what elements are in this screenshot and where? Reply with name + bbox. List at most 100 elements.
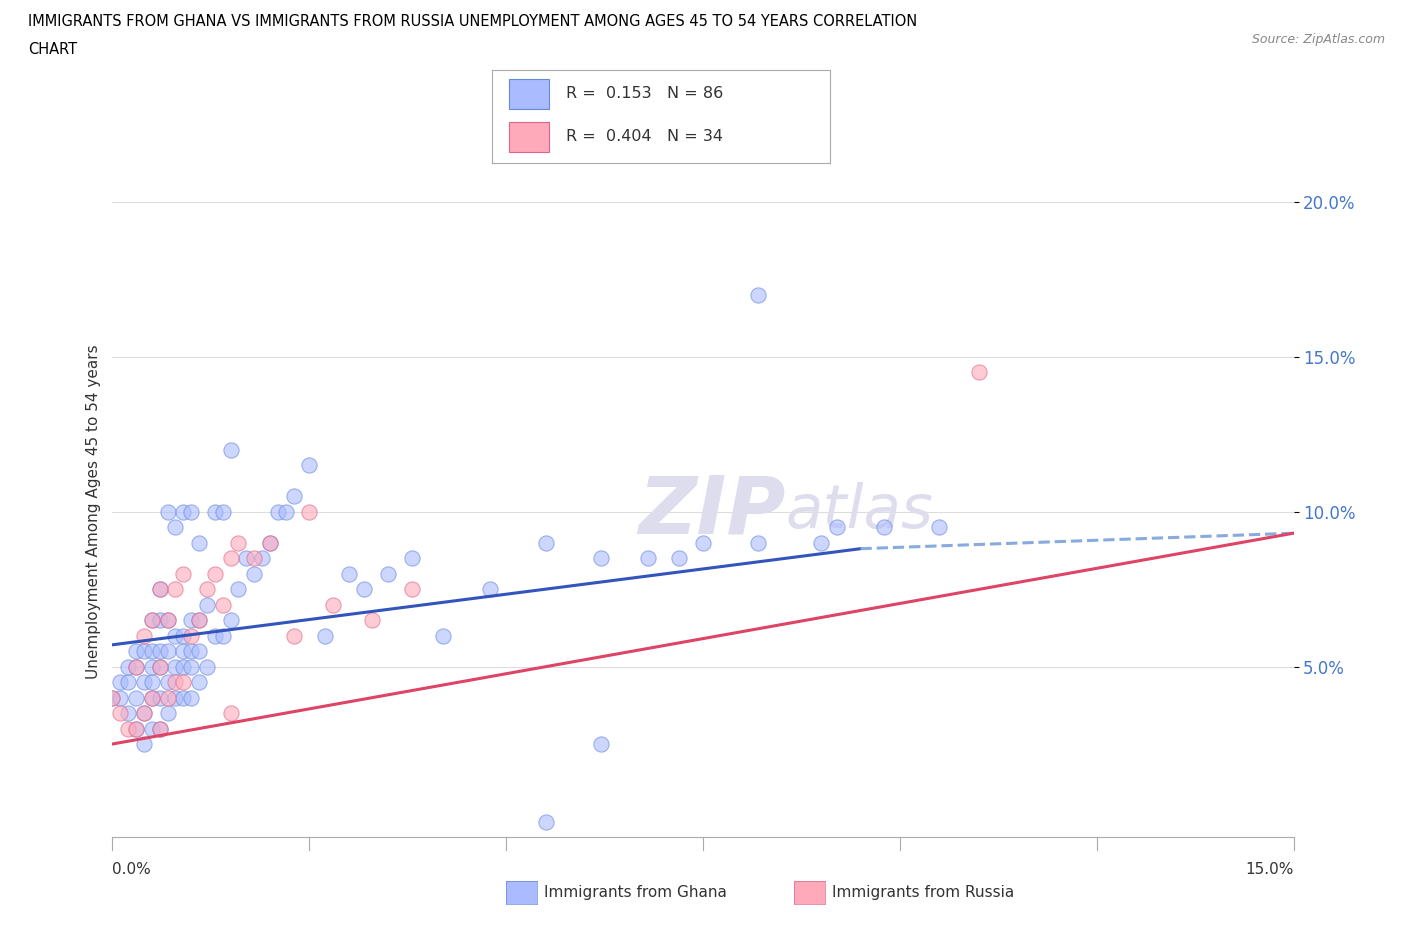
Point (259, 535, 281, 550)
Point (149, 613, 172, 628)
Point (149, 644, 172, 658)
Point (101, 690, 124, 705)
Point (141, 690, 163, 705)
Point (141, 613, 163, 628)
Text: Immigrants from Ghana: Immigrants from Ghana (544, 884, 727, 900)
Point (110, 706, 132, 721)
Point (298, 504, 321, 519)
Point (172, 690, 194, 705)
Point (141, 721, 163, 736)
Point (132, 706, 155, 721)
Point (117, 674, 139, 689)
Point (219, 551, 242, 565)
Point (211, 597, 233, 612)
Point (149, 690, 172, 705)
Point (141, 644, 163, 658)
Point (204, 566, 226, 581)
Point (165, 690, 187, 705)
Point (149, 581, 172, 596)
Point (172, 644, 194, 658)
Point (110, 674, 132, 689)
Point (825, 520, 848, 535)
Point (132, 628, 155, 643)
Point (298, 458, 321, 472)
Point (180, 644, 202, 658)
Point (873, 520, 896, 535)
Point (180, 659, 202, 674)
Point (589, 737, 612, 751)
Point (810, 535, 832, 550)
Point (141, 659, 163, 674)
Point (172, 566, 194, 581)
Point (235, 551, 257, 565)
Point (125, 690, 148, 705)
Point (211, 628, 233, 643)
Point (250, 551, 273, 565)
Point (180, 628, 202, 643)
Point (479, 581, 502, 596)
Point (141, 690, 163, 705)
Point (188, 674, 211, 689)
Point (188, 535, 211, 550)
Y-axis label: Unemployment Among Ages 45 to 54 years: Unemployment Among Ages 45 to 54 years (86, 344, 101, 679)
Point (149, 659, 172, 674)
Point (195, 597, 218, 612)
Point (219, 442, 242, 457)
Point (117, 706, 139, 721)
Point (432, 628, 454, 643)
Point (377, 566, 399, 581)
Point (637, 551, 659, 565)
Point (188, 613, 211, 628)
Point (172, 674, 194, 689)
Point (219, 706, 242, 721)
Point (156, 674, 179, 689)
Point (180, 690, 202, 705)
Point (149, 721, 172, 736)
Point (149, 581, 172, 596)
Point (204, 504, 226, 519)
Point (132, 737, 155, 751)
Point (337, 566, 360, 581)
Point (165, 674, 187, 689)
Text: Source: ZipAtlas.com: Source: ZipAtlas.com (1251, 33, 1385, 46)
Point (928, 520, 950, 535)
Text: CHART: CHART (28, 42, 77, 57)
Text: 15.0%: 15.0% (1246, 862, 1294, 877)
Point (274, 504, 297, 519)
Text: atlas: atlas (786, 482, 934, 541)
Point (967, 365, 990, 379)
Point (172, 628, 194, 643)
Point (165, 520, 187, 535)
Point (188, 613, 211, 628)
Point (132, 674, 155, 689)
Point (156, 613, 179, 628)
Point (101, 690, 124, 705)
Point (125, 721, 148, 736)
Point (195, 659, 218, 674)
Point (314, 628, 336, 643)
Point (156, 644, 179, 658)
Point (195, 581, 218, 596)
Point (401, 551, 423, 565)
Point (156, 706, 179, 721)
Text: R =  0.153   N = 86: R = 0.153 N = 86 (567, 86, 724, 101)
Point (322, 597, 344, 612)
Point (149, 659, 172, 674)
Point (165, 581, 187, 596)
Point (401, 581, 423, 596)
Point (117, 659, 139, 674)
Point (110, 690, 132, 705)
Point (141, 613, 163, 628)
Point (219, 613, 242, 628)
Point (132, 706, 155, 721)
Point (534, 814, 557, 829)
Point (243, 551, 266, 565)
Text: 0.0%: 0.0% (112, 862, 152, 877)
Point (283, 488, 305, 503)
Text: IMMIGRANTS FROM GHANA VS IMMIGRANTS FROM RUSSIA UNEMPLOYMENT AMONG AGES 45 TO 54: IMMIGRANTS FROM GHANA VS IMMIGRANTS FROM… (28, 14, 917, 29)
Point (180, 504, 202, 519)
Point (353, 581, 375, 596)
Point (692, 535, 714, 550)
Point (747, 287, 769, 302)
Point (188, 644, 211, 658)
